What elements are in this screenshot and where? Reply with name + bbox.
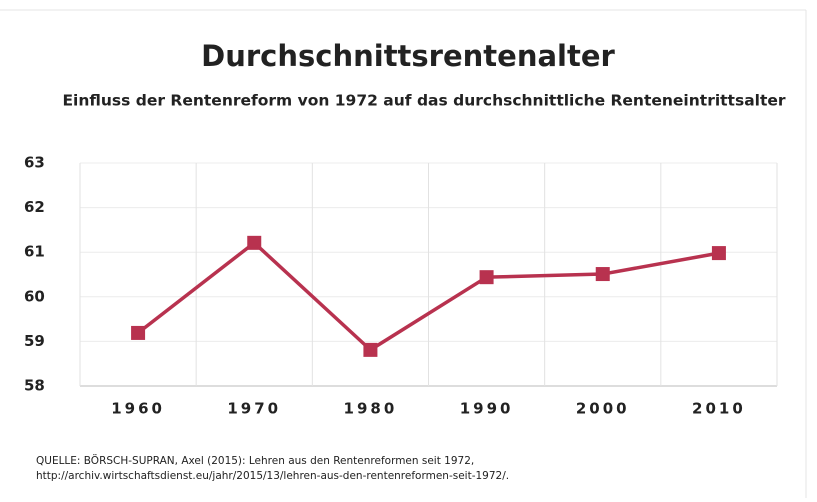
source-line: QUELLE: BÖRSCH-SUPRAN, Axel (2015): Lehr… [36, 454, 474, 467]
x-tick-label: 1980 [344, 400, 398, 418]
x-tick-label: 1990 [460, 400, 514, 418]
x-tick-label: 2000 [576, 400, 630, 418]
marker [247, 235, 262, 250]
marker [363, 342, 378, 357]
marker [711, 246, 726, 261]
y-tick-label: 58 [24, 377, 45, 395]
x-tick-label: 2010 [692, 400, 746, 418]
y-tick-label: 61 [24, 243, 45, 261]
marker [131, 325, 146, 340]
chart-title: Durchschnittsrentenalter [201, 39, 615, 73]
chart-subtitle: Einfluss der Rentenreform von 1972 auf d… [62, 92, 785, 110]
marker [479, 270, 494, 285]
y-tick-label: 59 [24, 332, 45, 350]
y-tick-label: 60 [24, 287, 45, 305]
x-tick-label: 1960 [111, 400, 165, 418]
y-tick-label: 63 [24, 154, 45, 172]
x-tick-label: 1970 [227, 400, 281, 418]
marker [595, 267, 610, 282]
source-line: http://archiv.wirtschaftsdienst.eu/jahr/… [36, 470, 509, 482]
y-tick-label: 62 [24, 198, 45, 216]
line [137, 241, 720, 352]
